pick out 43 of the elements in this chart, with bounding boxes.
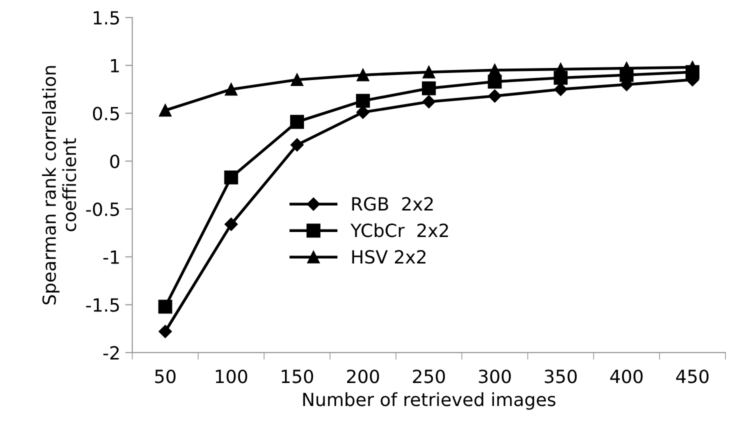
point [356, 68, 370, 82]
legend-label: RGB 2x2 [352, 197, 433, 211]
point [554, 82, 568, 96]
x-tick-label: 400 [610, 370, 643, 384]
point [159, 104, 172, 117]
point [290, 138, 304, 152]
point [554, 70, 568, 85]
point [224, 83, 238, 96]
point [422, 81, 436, 96]
point [224, 170, 238, 184]
y-tick-label: 1.5 [94, 11, 119, 25]
point [488, 89, 502, 103]
y-tick-label: -0.5 [86, 202, 119, 216]
point [422, 66, 436, 78]
point [224, 218, 238, 231]
y-tick-label: 1 [110, 59, 119, 72]
x-tick-label: 250 [412, 370, 445, 384]
x-tick-label: 200 [347, 370, 379, 384]
point [356, 106, 370, 119]
x-axis-title: Number of retrieved images [303, 392, 556, 410]
point [620, 68, 634, 82]
legend-label: HSV 2x2 [352, 250, 426, 264]
y-tick-label: -2 [103, 346, 119, 360]
x-tick-label: 450 [676, 370, 709, 384]
y-tick-label: 0 [110, 154, 120, 168]
point [422, 95, 436, 108]
y-tick-label: 0.5 [92, 106, 119, 120]
y-tick-label: -1.5 [86, 298, 119, 312]
x-tick-label: 350 [544, 370, 577, 384]
point [356, 94, 370, 108]
point [290, 73, 304, 86]
x-tick-label: 150 [282, 370, 314, 384]
x-tick-label: 300 [478, 370, 511, 384]
x-tick-label: 100 [216, 370, 248, 384]
point [290, 114, 304, 129]
y-axis-title: Spearman rank correlation coefficient [42, 66, 76, 304]
point [158, 324, 172, 338]
legend-label: YCbCr 2x2 [350, 223, 448, 238]
x-tick-label: 50 [155, 370, 176, 384]
point [488, 74, 502, 89]
point [158, 300, 172, 314]
point [686, 65, 700, 80]
y-tick-label: -1 [103, 250, 119, 264]
